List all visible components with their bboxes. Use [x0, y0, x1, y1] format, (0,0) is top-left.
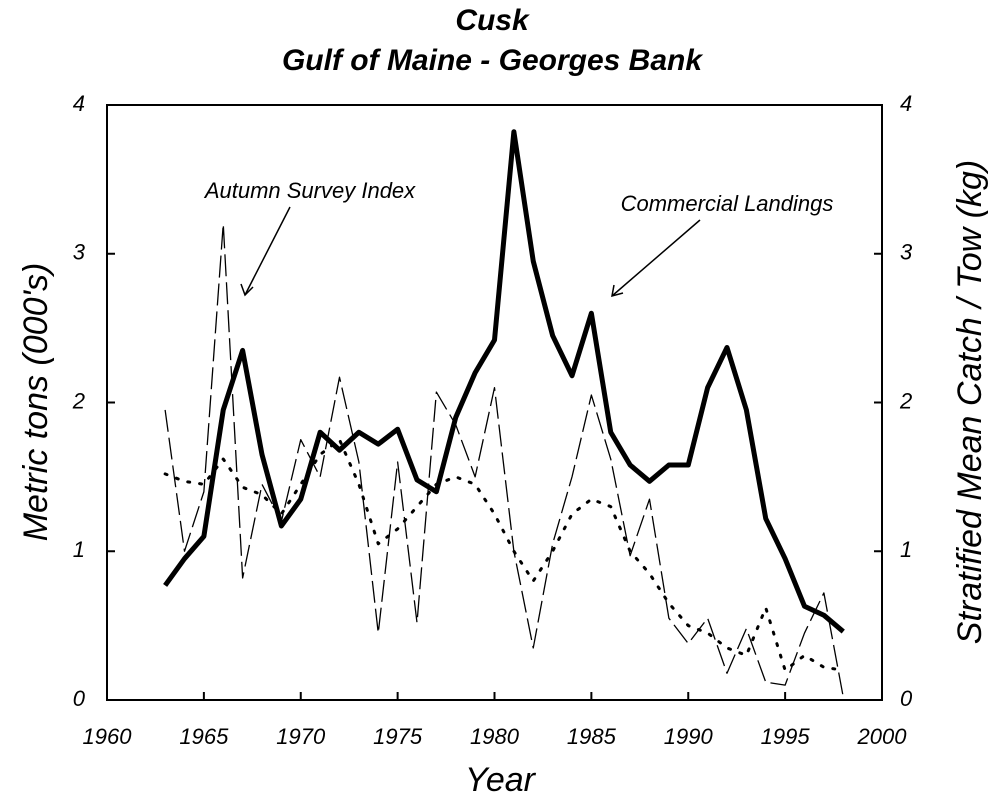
y-axis-label: Metric tons (000's)	[17, 263, 55, 542]
y2-tick-label: 3	[900, 240, 913, 265]
arrow-head	[240, 283, 254, 297]
x-tick-label: 1980	[470, 724, 520, 749]
x-tick-label: 1960	[83, 724, 133, 749]
y2-tick-label: 0	[900, 686, 913, 711]
y2-tick-label: 4	[900, 91, 912, 116]
x-tick-label: 1990	[664, 724, 714, 749]
x-tick-label: 1995	[761, 724, 811, 749]
x-tick-label: 1975	[373, 724, 423, 749]
y-tick-label: 4	[73, 91, 85, 116]
arrow-head	[611, 284, 624, 298]
y-tick-label: 0	[73, 686, 86, 711]
annotation-arrow	[611, 219, 701, 297]
chart-subtitle: Gulf of Maine - Georges Bank	[282, 44, 703, 77]
x-tick-label: 1965	[179, 724, 229, 749]
annotation-arrow	[244, 206, 291, 296]
y-tick-label: 1	[73, 537, 85, 562]
y2-axis-label: Stratified Mean Catch / Tow (kg)	[951, 160, 989, 644]
x-tick-label: 1970	[276, 724, 326, 749]
x-axis-label: Year	[465, 761, 537, 799]
y-tick-label: 3	[73, 240, 86, 265]
x-tick-label: 1985	[567, 724, 617, 749]
y2-tick-label: 1	[900, 537, 912, 562]
x-tick-label: 2000	[857, 724, 908, 749]
annotation: Commercial Landings	[621, 191, 834, 216]
annotation: Autumn Survey Index	[203, 178, 416, 203]
series-line	[163, 438, 845, 672]
chart-title: Cusk	[455, 4, 530, 37]
series-line	[164, 223, 844, 698]
y-tick-label: 2	[72, 388, 85, 413]
series-line	[163, 129, 845, 634]
y2-tick-label: 2	[899, 388, 912, 413]
